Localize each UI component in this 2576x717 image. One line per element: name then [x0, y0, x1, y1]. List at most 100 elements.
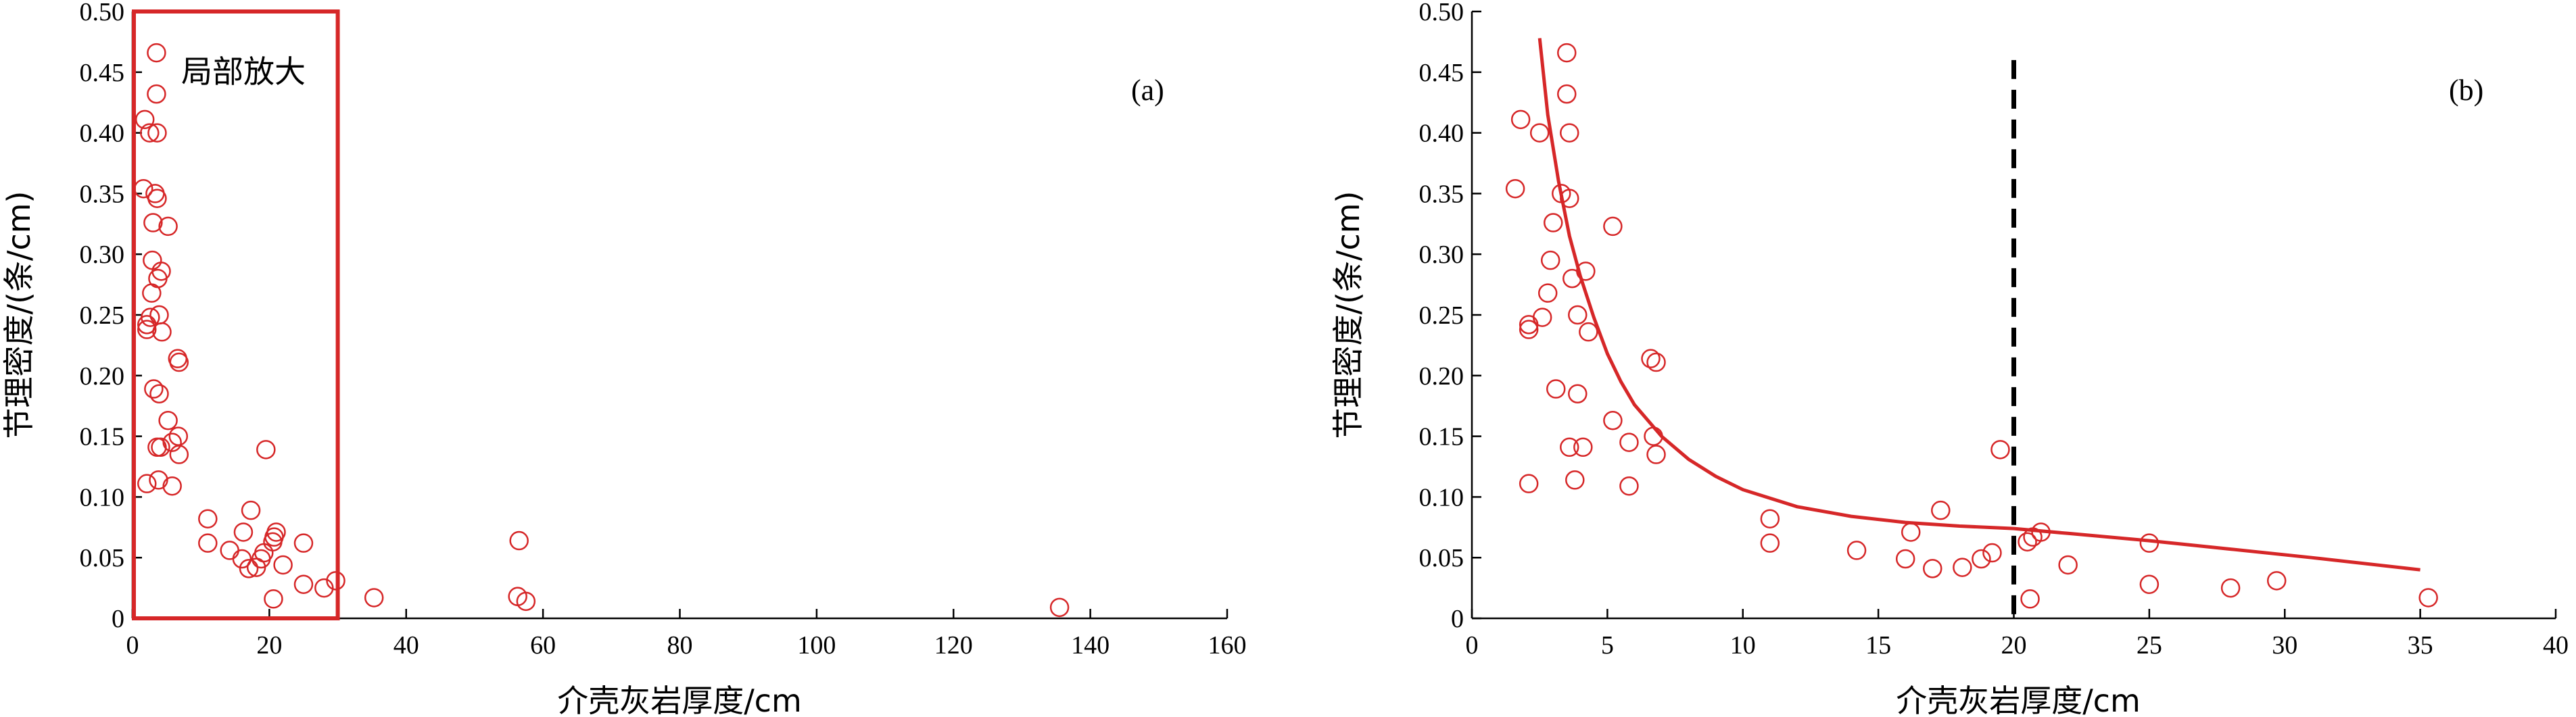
- data-point: [2058, 555, 2078, 575]
- panel-a-y-tick-label: 0.50: [80, 0, 125, 26]
- data-point: [152, 322, 172, 342]
- panel-b-y-tick-label: 0.40: [1419, 120, 1464, 148]
- data-point: [2023, 527, 2043, 547]
- panel-b-x-tick-label: 5: [1601, 631, 1614, 660]
- panel-b-x-tick-label: 10: [1730, 631, 1756, 660]
- data-point: [169, 445, 189, 464]
- data-point: [326, 571, 345, 591]
- data-point: [1568, 384, 1588, 403]
- data-point: [1641, 349, 1661, 368]
- data-point: [1923, 559, 1942, 578]
- data-point: [273, 555, 293, 575]
- panel-b-y-tick-label: 0.30: [1419, 241, 1464, 269]
- data-point: [264, 589, 283, 609]
- data-point: [158, 216, 178, 237]
- panel-a-chart: 0 20 40 60 80 100 120 140 160 0 0.05 0.10 0.15 0.20 0.…: [1, 0, 1247, 717]
- data-point: [293, 533, 314, 553]
- data-point: [1644, 426, 1663, 446]
- data-point: [1760, 509, 1780, 528]
- data-point: [147, 189, 167, 208]
- data-point: [147, 123, 167, 143]
- panel-b-y-tick-label: 0.50: [1419, 0, 1464, 26]
- panel-b-x-tick-label: 40: [2543, 631, 2569, 660]
- data-point: [2020, 589, 2040, 609]
- panel-b-y-tick-label: 0: [1451, 605, 1464, 633]
- data-point: [1510, 109, 1531, 130]
- data-point: [1565, 470, 1585, 490]
- panel-b-label: (b): [2449, 74, 2483, 107]
- panel-a-x-tick-label: 100: [797, 631, 836, 660]
- highlight-box-rect: [132, 9, 340, 620]
- panel-a-x-tick-label: 60: [530, 631, 556, 660]
- panel-a-y-tick-label: 0.45: [80, 59, 125, 87]
- data-point: [1846, 541, 1867, 560]
- panel-b-x-tick-label: 35: [2408, 631, 2433, 660]
- data-point: [1546, 379, 1566, 399]
- data-point: [1560, 189, 1579, 208]
- data-point: [1537, 283, 1558, 303]
- panel-a-points: [133, 43, 1070, 618]
- data-point: [137, 320, 157, 339]
- data-point: [144, 379, 164, 399]
- data-point: [1990, 440, 2010, 460]
- data-point: [220, 541, 239, 560]
- panel-b-x-tick-label: 25: [2137, 631, 2162, 660]
- panel-a-y-tick-label: 0.10: [80, 483, 125, 512]
- data-point: [198, 509, 218, 528]
- data-point: [1895, 549, 1915, 569]
- data-point: [1646, 352, 1666, 372]
- panel-b-y-tick-label: 0.10: [1419, 483, 1464, 512]
- data-point: [147, 84, 166, 104]
- data-point: [162, 432, 182, 452]
- data-point: [241, 500, 261, 520]
- data-point: [133, 178, 153, 199]
- panel-a-x-tick-label: 120: [934, 631, 973, 660]
- data-point: [142, 283, 162, 303]
- data-point: [1049, 597, 1070, 618]
- data-point: [232, 549, 252, 569]
- data-point: [1646, 445, 1666, 464]
- data-point: [1901, 522, 1921, 542]
- data-point: [1603, 216, 1623, 237]
- data-point: [233, 522, 254, 542]
- data-point: [1557, 43, 1577, 63]
- data-point: [1619, 476, 1639, 496]
- data-point: [149, 384, 169, 403]
- panel-a-x-tick-label: 20: [256, 631, 282, 660]
- data-point: [1568, 305, 1588, 325]
- data-point: [314, 578, 334, 598]
- data-point: [1931, 500, 1951, 520]
- panel-b-y-tick-label: 0.15: [1419, 423, 1464, 451]
- data-point: [2220, 578, 2241, 598]
- panel-b-x-axis-title: 介壳灰岩厚度/cm: [1896, 683, 2141, 717]
- data-point: [1519, 315, 1539, 335]
- panel-b-x-tick-label: 15: [1865, 631, 1891, 660]
- panel-a-x-tick-label: 140: [1071, 631, 1110, 660]
- data-point: [1557, 84, 1577, 104]
- panel-a-highlight-label: 局部放大: [181, 53, 306, 90]
- data-point: [158, 411, 178, 430]
- panel-a-y-tick-label: 0.20: [80, 362, 125, 391]
- data-point: [1953, 558, 1972, 577]
- panel-a-y-tick-label: 0.40: [80, 120, 125, 148]
- data-point: [137, 474, 157, 493]
- panel-b-x-tick-label: 20: [2001, 631, 2027, 660]
- data-point: [1972, 549, 1991, 569]
- panel-b-points: [1505, 43, 2438, 609]
- panel-b-y-tick-label: 0.25: [1419, 301, 1464, 330]
- data-point: [1519, 474, 1539, 493]
- panel-a-y-tick-label: 0.30: [80, 241, 125, 269]
- data-point: [364, 588, 384, 608]
- data-point: [198, 533, 218, 553]
- panel-b-ticks: 0 5 10 15 20 25 30 35 40 0 0.05 0.10 0.15 0.20 0.25 0.3…: [1419, 0, 2569, 660]
- data-point: [140, 123, 160, 143]
- panel-b-y-tick-label: 0.45: [1419, 59, 1464, 87]
- panel-b-y-axis-title: 节理密度/(条/cm): [1330, 191, 1366, 439]
- data-point: [1563, 268, 1582, 289]
- panel-a-ticks: 0 20 40 60 80 100 120 140 160 0 0.05 0.10 0.15 0.20 0.…: [80, 0, 1247, 660]
- data-point: [2266, 571, 2287, 591]
- data-point: [1560, 437, 1579, 458]
- panel-a-x-tick-label: 160: [1208, 631, 1247, 660]
- data-point: [246, 558, 266, 577]
